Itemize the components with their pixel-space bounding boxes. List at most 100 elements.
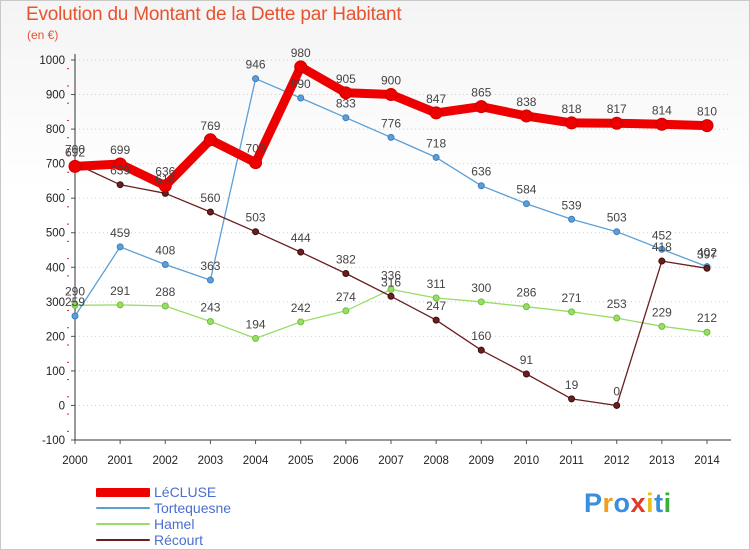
- data-point-tortequesne[interactable]: [116, 243, 124, 251]
- data-point-recourt[interactable]: [342, 269, 350, 277]
- data-point-lecluse[interactable]: [203, 133, 217, 147]
- data-point-tortequesne[interactable]: [252, 75, 260, 83]
- legend-label-hamel: Hamel: [154, 516, 195, 532]
- data-point-recourt[interactable]: [613, 401, 621, 409]
- data-point-hamel[interactable]: [297, 318, 305, 326]
- data-point-recourt[interactable]: [703, 264, 711, 272]
- data-point-tortequesne[interactable]: [387, 133, 395, 141]
- data-label-recourt: 0: [613, 384, 620, 398]
- data-label-hamel: 274: [336, 290, 356, 304]
- data-point-hamel[interactable]: [568, 308, 576, 316]
- data-point-tortequesne[interactable]: [522, 200, 530, 208]
- data-label-lecluse: 900: [381, 74, 401, 88]
- data-label-tortequesne: 584: [516, 183, 536, 197]
- data-point-recourt[interactable]: [432, 316, 440, 324]
- data-point-hamel[interactable]: [252, 334, 260, 342]
- data-point-hamel[interactable]: [206, 318, 214, 326]
- data-point-hamel[interactable]: [703, 328, 711, 336]
- data-point-recourt[interactable]: [522, 370, 530, 378]
- data-point-hamel[interactable]: [342, 307, 350, 315]
- data-point-tortequesne[interactable]: [71, 312, 79, 320]
- data-point-tortequesne[interactable]: [477, 182, 485, 190]
- data-point-lecluse[interactable]: [700, 119, 714, 133]
- data-point-hamel[interactable]: [477, 298, 485, 306]
- data-label-recourt: 614: [155, 172, 175, 186]
- data-label-tortequesne: 718: [426, 136, 446, 150]
- x-tick-label: 2003: [198, 455, 224, 467]
- logo-letter: x: [630, 488, 647, 518]
- data-labels: 259 459 408 363 946 890 833 776 718 636 584 539 503 4…: [65, 46, 717, 399]
- data-point-lecluse[interactable]: [474, 100, 488, 114]
- data-point-lecluse[interactable]: [384, 88, 398, 102]
- data-point-tortequesne[interactable]: [206, 276, 214, 284]
- data-point-tortequesne[interactable]: [297, 94, 305, 102]
- data-point-recourt[interactable]: [116, 181, 124, 189]
- data-label-hamel: 253: [607, 297, 627, 311]
- data-label-tortequesne: 833: [336, 97, 356, 111]
- data-point-tortequesne[interactable]: [161, 261, 169, 269]
- data-label-lecluse: 699: [110, 143, 130, 157]
- data-label-tortequesne: 539: [562, 198, 582, 212]
- data-label-hamel: 288: [155, 285, 175, 299]
- data-point-hamel[interactable]: [613, 314, 621, 322]
- logo-letter: o: [613, 488, 631, 518]
- y-tick-label: 1000: [39, 55, 65, 67]
- y-tick-label: 400: [46, 262, 65, 274]
- data-point-hamel[interactable]: [522, 303, 530, 311]
- data-point-recourt[interactable]: [252, 228, 260, 236]
- data-label-lecluse: 980: [291, 46, 311, 60]
- series-points: [68, 60, 714, 409]
- data-point-hamel[interactable]: [658, 322, 666, 330]
- data-point-lecluse[interactable]: [158, 179, 172, 193]
- x-tick-label: 2004: [243, 455, 269, 467]
- data-point-lecluse[interactable]: [429, 106, 443, 120]
- data-label-hamel: 242: [291, 301, 311, 315]
- legend-swatch-lecluse: [96, 488, 150, 497]
- data-point-tortequesne[interactable]: [613, 228, 621, 236]
- data-label-hamel: 271: [562, 291, 582, 305]
- data-point-tortequesne[interactable]: [432, 153, 440, 161]
- y-tick-label: 800: [46, 124, 65, 136]
- data-point-hamel[interactable]: [387, 285, 395, 293]
- data-point-recourt[interactable]: [206, 208, 214, 216]
- data-point-hamel[interactable]: [432, 294, 440, 302]
- data-point-lecluse[interactable]: [294, 60, 308, 74]
- data-point-recourt[interactable]: [477, 346, 485, 354]
- data-point-lecluse[interactable]: [655, 117, 669, 131]
- data-label-lecluse: 847: [426, 92, 446, 106]
- data-point-tortequesne[interactable]: [658, 245, 666, 253]
- data-label-recourt: 382: [336, 252, 356, 266]
- data-point-lecluse[interactable]: [68, 159, 82, 173]
- data-label-hamel: 291: [110, 284, 130, 298]
- logo-letter: i: [646, 488, 655, 518]
- data-label-lecluse: 692: [65, 145, 85, 159]
- data-label-hamel: 300: [471, 281, 491, 295]
- data-point-lecluse[interactable]: [113, 157, 127, 171]
- data-point-lecluse[interactable]: [249, 156, 263, 170]
- data-point-tortequesne[interactable]: [342, 114, 350, 122]
- data-point-recourt[interactable]: [568, 395, 576, 403]
- data-label-recourt: 560: [200, 191, 220, 205]
- data-point-lecluse[interactable]: [565, 116, 579, 130]
- x-tick-label: 2014: [694, 455, 720, 467]
- data-point-recourt[interactable]: [297, 248, 305, 256]
- y-tick-label: 200: [46, 331, 65, 343]
- data-point-recourt[interactable]: [387, 292, 395, 300]
- data-label-tortequesne: 776: [381, 116, 401, 130]
- y-tick-label: 500: [46, 228, 65, 240]
- data-label-hamel: 286: [516, 286, 536, 300]
- data-point-lecluse[interactable]: [610, 116, 624, 130]
- data-point-lecluse[interactable]: [519, 109, 533, 123]
- data-label-hamel: 290: [65, 284, 85, 298]
- y-tick-label: 600: [46, 193, 65, 205]
- x-tick-label: 2008: [423, 455, 449, 467]
- data-label-tortequesne: 363: [200, 259, 220, 273]
- data-point-recourt[interactable]: [658, 257, 666, 265]
- data-label-recourt: 19: [565, 378, 579, 392]
- data-point-hamel[interactable]: [161, 302, 169, 310]
- data-point-tortequesne[interactable]: [568, 215, 576, 223]
- data-point-lecluse[interactable]: [339, 86, 353, 100]
- data-point-hamel[interactable]: [71, 301, 79, 309]
- data-label-lecluse: 814: [652, 103, 672, 117]
- data-point-hamel[interactable]: [116, 301, 124, 309]
